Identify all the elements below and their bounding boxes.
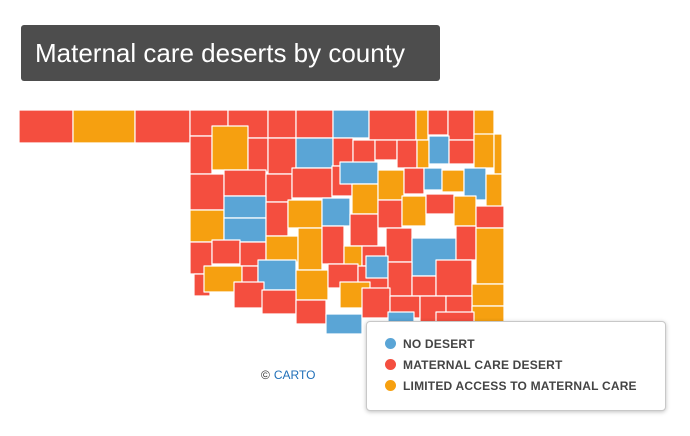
legend-label-limited-access: LIMITED ACCESS TO MATERNAL CARE (403, 378, 637, 393)
county-no-desert[interactable] (295, 137, 334, 169)
county-limited-access[interactable] (471, 283, 505, 307)
county-maternal-care-desert[interactable] (385, 227, 413, 263)
county-maternal-care-desert[interactable] (387, 261, 413, 297)
county-no-desert[interactable] (321, 197, 351, 227)
county-maternal-care-desert[interactable] (18, 109, 74, 144)
county-limited-access[interactable] (493, 133, 503, 175)
county-limited-access[interactable] (416, 139, 430, 169)
county-maternal-care-desert[interactable] (267, 109, 297, 139)
county-maternal-care-desert[interactable] (247, 137, 269, 173)
county-maternal-care-desert[interactable] (211, 239, 241, 265)
county-limited-access[interactable] (453, 195, 477, 227)
county-limited-access[interactable] (473, 133, 495, 169)
county-maternal-care-desert[interactable] (403, 167, 425, 195)
county-no-desert[interactable] (223, 217, 267, 243)
county-limited-access[interactable] (401, 195, 427, 227)
county-limited-access[interactable] (485, 173, 503, 209)
legend-swatch-limited-access (385, 380, 396, 391)
county-maternal-care-desert[interactable] (291, 167, 333, 199)
county-limited-access[interactable] (72, 109, 136, 144)
county-no-desert[interactable] (339, 161, 379, 185)
county-maternal-care-desert[interactable] (377, 199, 403, 229)
county-limited-access[interactable] (287, 199, 323, 229)
county-maternal-care-desert[interactable] (396, 139, 418, 169)
legend-item-limited-access: LIMITED ACCESS TO MATERNAL CARE (385, 375, 665, 396)
county-limited-access[interactable] (265, 235, 299, 263)
county-no-desert[interactable] (463, 167, 487, 201)
county-limited-access[interactable] (441, 169, 465, 193)
county-maternal-care-desert[interactable] (427, 109, 449, 136)
county-maternal-care-desert[interactable] (361, 287, 391, 319)
carto-attribution-link[interactable]: CARTO (273, 368, 316, 382)
county-no-desert[interactable] (423, 167, 443, 191)
county-no-desert[interactable] (365, 255, 389, 279)
county-maternal-care-desert[interactable] (349, 213, 379, 247)
legend-item-maternal-care-desert: MATERNAL CARE DESERT (385, 354, 665, 375)
county-maternal-care-desert[interactable] (189, 135, 213, 175)
county-maternal-care-desert[interactable] (189, 173, 225, 211)
county-maternal-care-desert[interactable] (352, 139, 376, 165)
county-limited-access[interactable] (475, 227, 505, 285)
county-limited-access[interactable] (351, 183, 379, 215)
copyright-symbol: © (261, 368, 270, 382)
county-maternal-care-desert[interactable] (295, 109, 334, 139)
legend-label-maternal-care-desert: MATERNAL CARE DESERT (403, 357, 563, 372)
county-limited-access[interactable] (297, 227, 323, 271)
county-maternal-care-desert[interactable] (475, 205, 505, 229)
county-limited-access[interactable] (473, 109, 495, 136)
county-maternal-care-desert[interactable] (368, 109, 417, 141)
county-maternal-care-desert[interactable] (265, 201, 289, 237)
county-maternal-care-desert[interactable] (447, 109, 475, 141)
county-maternal-care-desert[interactable] (321, 225, 345, 265)
legend-label-no-desert: NO DESERT (403, 336, 475, 351)
county-maternal-care-desert[interactable] (435, 259, 473, 297)
county-no-desert[interactable] (428, 135, 450, 165)
county-maternal-care-desert[interactable] (425, 193, 455, 215)
county-maternal-care-desert[interactable] (295, 299, 327, 325)
county-limited-access[interactable] (211, 125, 249, 171)
legend-swatch-no-desert (385, 338, 396, 349)
county-limited-access[interactable] (415, 109, 429, 141)
county-maternal-care-desert[interactable] (455, 225, 477, 261)
map-title: Maternal care deserts by county (21, 25, 440, 81)
county-no-desert[interactable] (325, 313, 363, 335)
county-maternal-care-desert[interactable] (233, 281, 265, 309)
county-maternal-care-desert[interactable] (223, 169, 267, 197)
county-limited-access[interactable] (377, 169, 405, 201)
county-no-desert[interactable] (223, 195, 267, 219)
legend-item-no-desert: NO DESERT (385, 333, 665, 354)
county-maternal-care-desert[interactable] (448, 139, 475, 165)
county-no-desert[interactable] (332, 109, 370, 139)
county-maternal-care-desert[interactable] (267, 137, 297, 175)
county-maternal-care-desert[interactable] (411, 275, 437, 297)
legend-swatch-maternal-care-desert (385, 359, 396, 370)
county-limited-access[interactable] (295, 269, 329, 301)
county-maternal-care-desert[interactable] (265, 173, 293, 203)
county-maternal-care-desert[interactable] (134, 109, 191, 144)
county-maternal-care-desert[interactable] (374, 139, 398, 161)
map-attribution: © CARTO (261, 368, 315, 382)
county-maternal-care-desert[interactable] (261, 289, 297, 315)
map-legend: NO DESERT MATERNAL CARE DESERT LIMITED A… (366, 321, 666, 411)
county-limited-access[interactable] (189, 209, 225, 243)
